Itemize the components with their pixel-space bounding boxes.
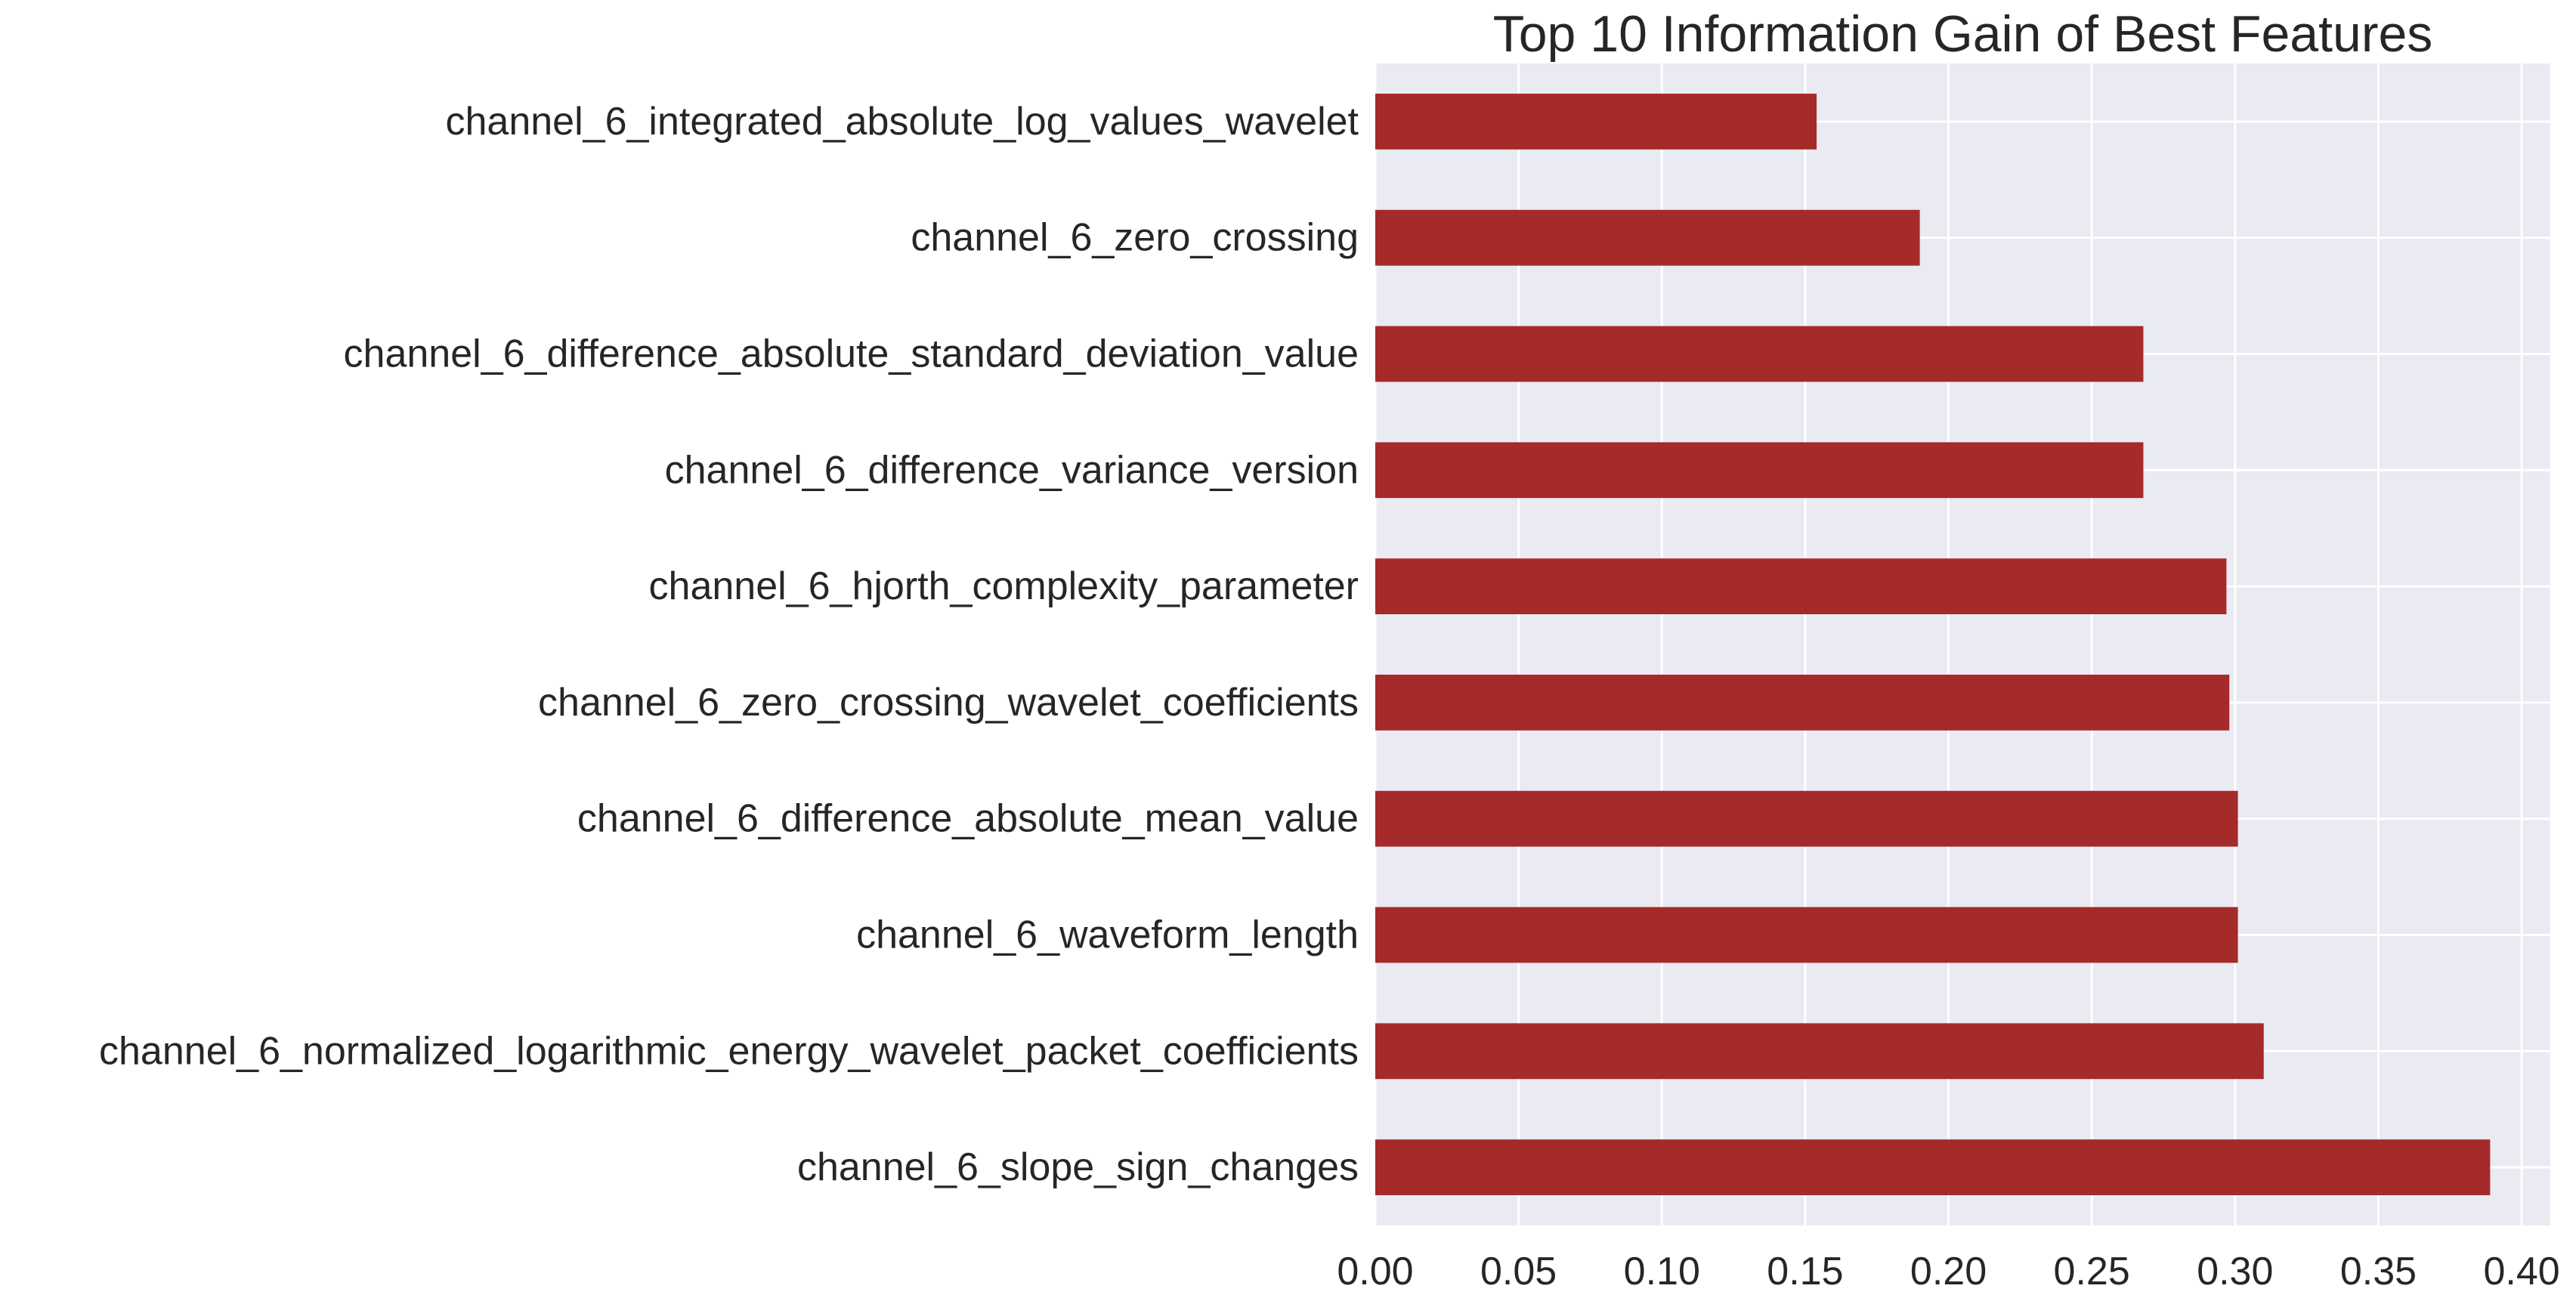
category-label: channel_6_normalized_logarithmic_energy_… [99,1029,1359,1073]
bar [1375,326,2144,382]
bar [1375,442,2144,499]
category-label: channel_6_slope_sign_changes [797,1145,1359,1189]
chart-title: Top 10 Information Gain of Best Features [1493,5,2433,63]
bar [1375,1139,2491,1196]
x-tick-label: 0.35 [2340,1250,2417,1293]
category-label: channel_6_zero_crossing_wavelet_coeffici… [538,681,1359,725]
category-label: channel_6_zero_crossing [911,216,1359,260]
x-tick-label: 0.30 [2197,1250,2273,1293]
category-label: channel_6_difference_absolute_mean_value [577,797,1359,841]
category-labels: channel_6_integrated_absolute_log_values… [99,100,1359,1189]
x-tick-label: 0.05 [1480,1250,1557,1293]
x-tick-label: 0.20 [1910,1250,1987,1293]
category-label: channel_6_difference_absolute_standard_d… [344,332,1359,376]
category-label: channel_6_hjorth_complexity_parameter [649,564,1359,608]
bar [1375,1023,2264,1080]
x-tick-label: 0.00 [1337,1250,1413,1293]
x-tick-label: 0.10 [1624,1250,1700,1293]
x-tick-labels: 0.00 0.05 0.10 0.15 0.20 0.25 0.30 0.35 0.40 [1337,1250,2559,1293]
category-label: channel_6_difference_variance_version [665,448,1359,492]
bar [1375,209,1920,266]
bar [1375,790,2238,847]
bar [1375,907,2238,963]
bar [1375,93,1817,150]
bar [1375,674,2230,731]
x-tick-label: 0.25 [2054,1250,2130,1293]
bar [1375,558,2227,615]
category-label: channel_6_waveform_length [856,913,1359,957]
x-tick-label: 0.40 [2483,1250,2559,1293]
x-tick-label: 0.15 [1767,1250,1843,1293]
bars [1375,93,2491,1196]
category-label: channel_6_integrated_absolute_log_values… [446,100,1359,144]
